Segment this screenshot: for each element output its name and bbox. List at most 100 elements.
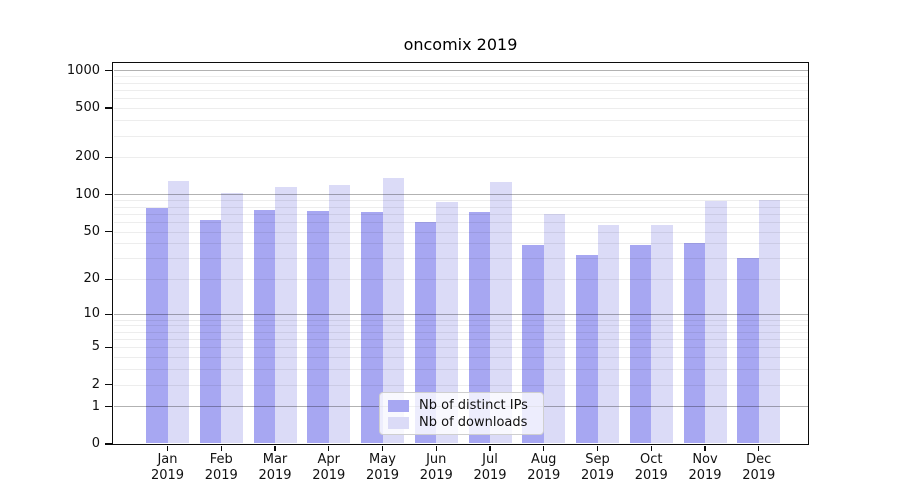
x-tick-label-line: 2019 [204,467,238,483]
x-tick-label-line: 2019 [742,467,776,483]
x-tick-label: Mar 2019 [243,452,307,483]
y-tick-mark [105,313,113,316]
x-tick-label-line: Apr [317,452,341,467]
x-tick-label-line: Jan [157,452,178,467]
y-tick-label: 500 [75,100,100,116]
x-tick-mark [328,445,330,451]
x-tick-mark [381,445,384,451]
x-tick-label-line: 2019 [258,467,292,483]
bar-distinct-ips [307,210,329,444]
y-tick-mark [105,193,113,196]
x-tick-label: Jan 2019 [136,452,200,483]
minor-gridline [113,258,808,260]
minor-gridline [113,243,808,245]
x-tick-label-line: Nov [692,452,718,467]
minor-gridline [113,384,808,386]
x-tick-label-line: 2019 [150,467,185,483]
y-tick-mark [105,405,113,408]
x-tick-label: Jul 2019 [458,452,522,483]
x-tick-label: Feb 2019 [189,452,253,483]
x-tick-label: Nov 2019 [673,452,737,483]
major-gridline [113,70,808,72]
x-tick-label-line: Sep [585,452,610,467]
x-tick-label: Aug 2019 [512,452,576,483]
minor-gridline [113,82,808,84]
minor-gridline [113,279,808,281]
y-tick-mark [105,443,113,445]
minor-gridline [113,200,808,202]
x-tick-mark [220,445,222,451]
bar-distinct-ips [253,209,275,444]
x-tick-mark [650,445,652,451]
bar-downloads [221,193,243,444]
legend-swatch-downloads [388,416,409,429]
y-tick-mark [105,230,113,233]
minor-gridline [113,76,808,78]
bar-distinct-ips [468,212,490,444]
major-gridline [113,313,808,316]
bar-distinct-ips [683,243,705,444]
legend-swatch-distinct-ips [388,399,409,412]
x-tick-label-line: Mar [262,452,288,467]
x-tick-mark [166,445,169,451]
bar-distinct-ips [629,244,652,444]
y-tick-label: 200 [75,149,100,165]
bar-distinct-ips [199,220,222,444]
x-tick-label-line: 2019 [527,467,561,483]
bar-distinct-ips [576,255,598,444]
y-tick-label: 5 [91,339,100,355]
legend-label-distinct-ips: Nb of distinct IPs [419,398,528,413]
x-tick-mark [758,445,760,451]
x-tick-label-line: Aug [531,452,557,467]
y-tick-label: 100 [75,186,100,202]
minor-gridline [113,331,808,333]
minor-gridline [113,231,808,233]
minor-gridline [113,213,808,215]
y-tick-label: 20 [83,271,100,287]
x-tick-label: Jun 2019 [404,452,468,483]
bar-downloads [543,213,566,444]
minor-gridline [113,98,808,100]
bar-downloads [436,202,458,444]
x-tick-label: Sep 2019 [566,452,630,483]
minor-gridline [113,369,808,371]
x-tick-mark [704,445,706,451]
major-gridline [113,194,808,196]
bar-distinct-ips [737,258,759,444]
x-tick-mark [489,445,491,451]
x-tick-mark [435,445,437,451]
minor-gridline [113,135,808,137]
bar-downloads [597,224,619,444]
y-tick-mark [105,346,113,348]
x-tick-label-line: 2019 [419,467,453,483]
chart-title: oncomix 2019 [403,35,518,54]
x-tick-label: Dec 2019 [727,452,791,483]
x-tick-label-line: 2019 [634,467,668,483]
minor-gridline [113,347,808,349]
bar-downloads [275,186,297,444]
x-tick-mark [596,445,599,451]
y-tick-mark [105,156,113,159]
y-tick-mark [105,383,113,386]
minor-gridline [113,206,808,208]
minor-gridline [113,89,808,91]
x-tick-label: Oct 2019 [619,452,683,483]
y-tick-label: 10 [83,306,100,322]
bar-distinct-ips [414,221,437,444]
bar-downloads [758,199,781,444]
y-tick-label: 50 [83,223,100,239]
x-tick-label-line: Feb [209,452,233,467]
minor-gridline [113,319,808,321]
y-tick-label: 1 [91,398,100,414]
x-tick-label: May 2019 [351,452,415,483]
y-tick-mark [105,70,113,72]
minor-gridline [113,157,808,159]
x-tick-label: Apr 2019 [297,452,361,483]
legend-label-downloads: Nb of downloads [419,415,528,430]
bar-distinct-ips [361,212,383,444]
y-tick-label: 1000 [66,62,100,78]
x-tick-label-line: Oct [640,452,663,467]
